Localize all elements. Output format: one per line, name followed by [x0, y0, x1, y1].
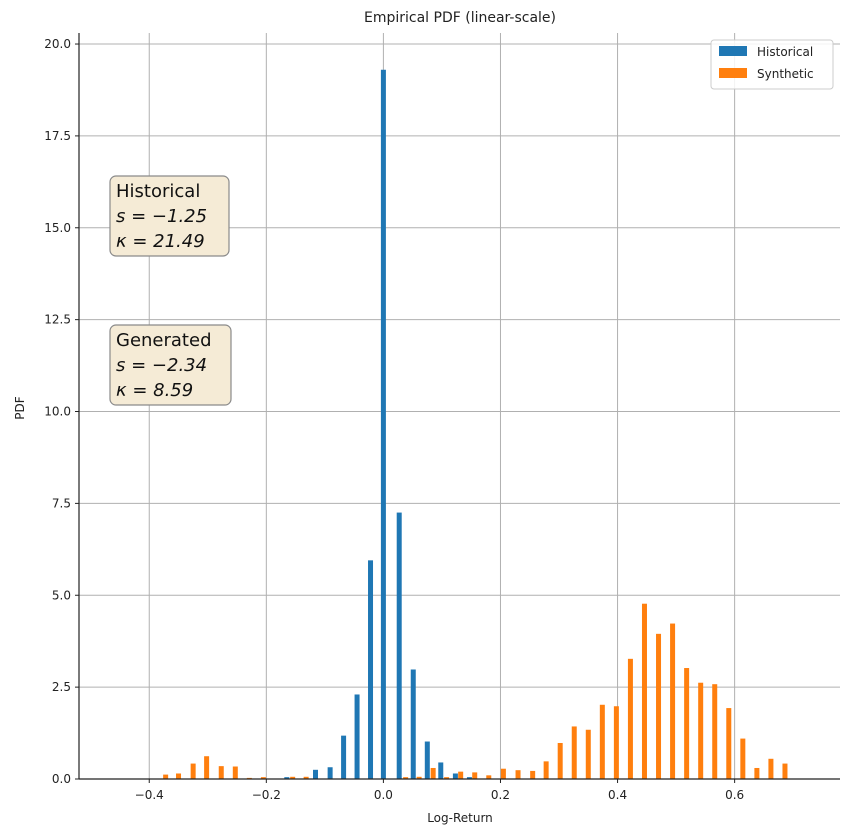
annotation-kurtosis: κ = 21.49 [116, 231, 205, 252]
legend-label-synthetic: Synthetic [757, 67, 814, 81]
bar-synthetic [486, 775, 492, 779]
y-tick-label: 10.0 [44, 405, 71, 419]
bar-synthetic [190, 763, 196, 779]
y-tick-label: 20.0 [44, 37, 71, 51]
bar-synthetic [204, 756, 210, 779]
bar-synthetic [698, 682, 704, 779]
bar-synthetic [530, 770, 536, 779]
y-tick-label: 0.0 [52, 772, 71, 786]
bar-synthetic [571, 726, 577, 779]
bar-historical [327, 767, 333, 779]
bar-synthetic [557, 742, 563, 779]
bar-synthetic [585, 729, 591, 779]
bar-synthetic [613, 706, 619, 779]
grid-layer [79, 33, 840, 780]
bar-synthetic [176, 773, 182, 779]
bar-historical [341, 735, 347, 779]
x-tick-label: 0.6 [725, 788, 744, 802]
annotation-skewness: s = −1.25 [116, 206, 207, 227]
annotation-historical-stats: Historical s = −1.25 κ = 21.49 [109, 175, 230, 257]
bar-historical [452, 773, 458, 779]
bar-historical [438, 762, 444, 779]
axes-layer: 0.0 2.5 5.0 7.5 10.0 12.5 15.0 17.5 20.0 −0.4 −0.2… [44, 33, 840, 802]
legend-swatch-historical [719, 46, 747, 56]
annotation-skewness: s = −2.34 [116, 355, 207, 376]
annotation-title: Generated [116, 330, 212, 351]
annotation-box [109, 175, 230, 257]
bar-synthetic [260, 777, 266, 779]
bar-synthetic [684, 668, 690, 779]
x-tick-label: −0.4 [135, 788, 164, 802]
bar-historical [354, 694, 360, 779]
bar-historical [284, 777, 290, 779]
bar-synthetic [416, 776, 422, 779]
bar-synthetic [656, 633, 662, 779]
legend: Historical Synthetic [710, 39, 834, 90]
x-tick-label: 0.0 [374, 788, 393, 802]
bar-synthetic [726, 708, 732, 779]
bar-synthetic [599, 704, 605, 779]
x-axis-label: Log-Return [427, 811, 493, 825]
bar-synthetic [543, 761, 549, 779]
bar-synthetic [740, 738, 746, 779]
bar-historical [410, 669, 416, 779]
bar-synthetic [403, 777, 409, 779]
y-tick-label: 2.5 [52, 680, 71, 694]
y-tick-label: 7.5 [52, 496, 71, 510]
bar-synthetic [670, 623, 676, 779]
bar-synthetic [712, 684, 718, 779]
bar-synthetic [627, 658, 633, 779]
legend-swatch-synthetic [719, 68, 747, 78]
bar-synthetic [515, 770, 521, 779]
bar-synthetic [444, 777, 450, 779]
y-tick-label: 12.5 [44, 313, 71, 327]
bar-synthetic [768, 758, 774, 779]
bar-synthetic [754, 767, 760, 779]
bar-historical [424, 741, 430, 779]
bar-synthetic [290, 776, 296, 779]
y-tick-label: 15.0 [44, 221, 71, 235]
y-tick-label: 17.5 [44, 129, 71, 143]
annotation-generated-stats: Generated s = −2.34 κ = 8.59 [109, 324, 232, 406]
bar-synthetic [232, 766, 238, 779]
annotation-kurtosis: κ = 8.59 [116, 380, 193, 401]
bar-synthetic [218, 766, 224, 779]
y-axis-label: PDF [13, 396, 27, 419]
x-tick-label: −0.2 [252, 788, 281, 802]
bar-synthetic [500, 768, 506, 779]
annotation-box [109, 324, 232, 406]
x-tick-label: 0.2 [491, 788, 510, 802]
bar-synthetic [163, 774, 169, 779]
y-tick-label: 5.0 [52, 588, 71, 602]
bar-historical [313, 769, 318, 779]
bars-layer [163, 69, 788, 779]
chart-title: Empirical PDF (linear-scale) [364, 10, 556, 26]
annotation-title: Historical [116, 181, 200, 202]
bar-historical [396, 512, 402, 779]
bar-historical [380, 69, 386, 779]
bar-synthetic [303, 776, 309, 779]
bar-synthetic [430, 767, 436, 779]
bar-historical [466, 777, 472, 779]
bar-synthetic [641, 603, 647, 779]
bar-synthetic [458, 771, 464, 779]
x-tick-label: 0.4 [608, 788, 627, 802]
bar-synthetic [472, 772, 478, 779]
legend-label-historical: Historical [757, 45, 813, 59]
bar-historical [368, 560, 374, 779]
bar-synthetic [782, 763, 788, 779]
